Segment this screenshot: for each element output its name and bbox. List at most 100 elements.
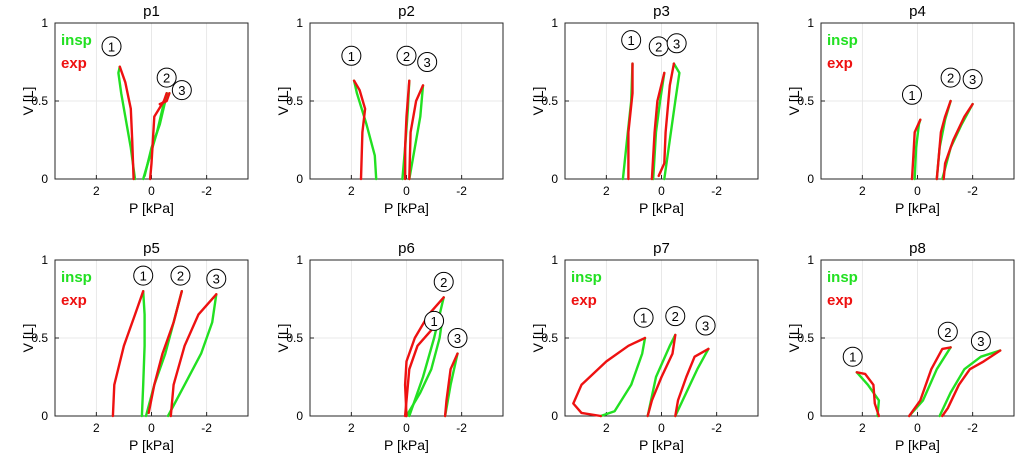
loop-marker-2: 2 <box>156 67 177 88</box>
loop-marker-label: 2 <box>672 309 679 324</box>
panel-title: p3 <box>653 3 670 20</box>
curve-insp-loop-2 <box>652 71 666 181</box>
loop-marker-circle <box>170 265 191 286</box>
x-tick-label: 2 <box>603 421 610 435</box>
x-tick-label: 2 <box>93 421 100 435</box>
curve-insp-loop-3 <box>143 92 171 178</box>
loop-marker-circle <box>666 33 687 54</box>
loop-marker-3: 3 <box>666 33 687 54</box>
loop-marker-circle <box>621 30 642 51</box>
loop-marker-circle <box>396 45 417 66</box>
loop-marker-circle <box>101 36 122 57</box>
x-tick-label: 2 <box>348 184 355 198</box>
loop-marker-3: 3 <box>417 52 438 72</box>
curve-insp-loop-3 <box>938 349 1002 418</box>
loop-marker-circle <box>633 307 654 328</box>
y-tick-label: 0.5 <box>286 94 303 108</box>
loop-marker-3: 3 <box>962 69 983 90</box>
loop-marker-2: 2 <box>648 36 669 57</box>
loop-marker-label: 2 <box>163 71 170 86</box>
y-tick-label: 0.5 <box>541 94 558 108</box>
y-axis-label: V [L] <box>786 324 802 353</box>
y-axis-label: V [L] <box>786 87 802 116</box>
y-tick-label: 0.5 <box>541 331 558 345</box>
y-tick-label: 1 <box>807 253 814 267</box>
y-tick-label: 1 <box>296 253 303 267</box>
legend-entry-insp: insp <box>571 269 602 286</box>
y-tick-label: 1 <box>41 253 48 267</box>
legend-entry-exp: exp <box>827 55 853 72</box>
x-tick-label: -2 <box>456 421 467 435</box>
curve-insp-loop-1 <box>352 79 378 181</box>
y-tick-label: 0.5 <box>286 331 303 345</box>
loop-marker-1: 1 <box>101 36 122 57</box>
y-axis-label: V [L] <box>275 87 291 116</box>
y-tick-label: 1 <box>551 16 558 30</box>
legend-entry-insp: insp <box>61 32 92 49</box>
y-tick-label: 0.5 <box>31 94 48 108</box>
x-tick-label: -2 <box>201 184 212 198</box>
x-axis-label: P [kPa] <box>895 200 940 216</box>
loop-marker-1: 1 <box>341 45 362 66</box>
loop-marker-label: 3 <box>673 36 680 51</box>
loop-marker-circle <box>842 346 863 367</box>
loop-marker-label: 1 <box>348 49 355 64</box>
loop-marker-circle <box>447 328 468 348</box>
loop-marker-circle <box>940 67 961 88</box>
loop-marker-1: 1 <box>901 84 922 105</box>
loop-marker-circle <box>962 69 983 90</box>
loop-marker-label: 1 <box>640 311 647 326</box>
loop-marker-label: 3 <box>977 334 984 349</box>
loop-marker-3: 3 <box>970 331 991 352</box>
y-axis-label: V [L] <box>275 324 291 353</box>
loop-marker-label: 1 <box>430 314 437 329</box>
curve-exp-loop-3 <box>443 352 459 418</box>
loop-marker-circle <box>341 45 362 66</box>
legend-entry-exp: exp <box>61 292 87 309</box>
curve-exp-loop-3 <box>408 84 425 181</box>
curve-exp-loop-3 <box>169 293 218 418</box>
loop-marker-circle <box>433 271 454 292</box>
chart-panel-p8: 2 0 -2 0 0.5 1 p8 P [kPa] V [L] 1 2 3 insp exp <box>786 240 1015 453</box>
loop-marker-circle <box>970 331 991 352</box>
loop-marker-1: 1 <box>633 307 654 328</box>
loop-marker-circle <box>901 84 922 105</box>
curve-exp-loop-1 <box>910 118 922 181</box>
curve-exp-loop-3 <box>942 102 974 181</box>
x-axis-label: P [kPa] <box>129 200 174 216</box>
loop-marker-1: 1 <box>842 346 863 367</box>
loop-marker-circle <box>417 52 438 72</box>
loop-marker-label: 2 <box>403 49 410 64</box>
x-tick-label: 0 <box>403 184 410 198</box>
loop-marker-label: 3 <box>454 331 461 346</box>
curve-exp-loop-2 <box>650 71 666 181</box>
loop-marker-label: 2 <box>440 275 447 290</box>
x-tick-label: -2 <box>201 421 212 435</box>
x-tick-label: 0 <box>403 421 410 435</box>
y-axis-label: V [L] <box>530 324 546 353</box>
x-tick-label: 0 <box>148 184 155 198</box>
chart-panel-p6: 2 0 -2 0 0.5 1 p6 P [kPa] V [L] 1 2 3 <box>275 240 504 453</box>
curve-exp-loop-1 <box>403 318 444 418</box>
panel-title: p1 <box>143 3 160 20</box>
loop-marker-label: 1 <box>908 88 915 103</box>
y-tick-label: 0 <box>41 409 48 423</box>
curve-exp-loop-1 <box>118 65 135 181</box>
x-tick-label: 2 <box>859 184 866 198</box>
y-tick-label: 1 <box>41 16 48 30</box>
loop-marker-circle <box>937 321 958 342</box>
x-axis-label: P [kPa] <box>129 437 174 453</box>
x-tick-label: 0 <box>658 421 665 435</box>
y-tick-label: 1 <box>551 253 558 267</box>
loop-marker-2: 2 <box>940 67 961 88</box>
x-tick-label: -2 <box>711 184 722 198</box>
y-tick-label: 0 <box>807 409 814 423</box>
curve-exp-loop-1 <box>627 62 634 181</box>
loop-marker-circle <box>695 315 716 336</box>
legend-entry-exp: exp <box>61 55 87 72</box>
loop-marker-1: 1 <box>133 265 154 286</box>
